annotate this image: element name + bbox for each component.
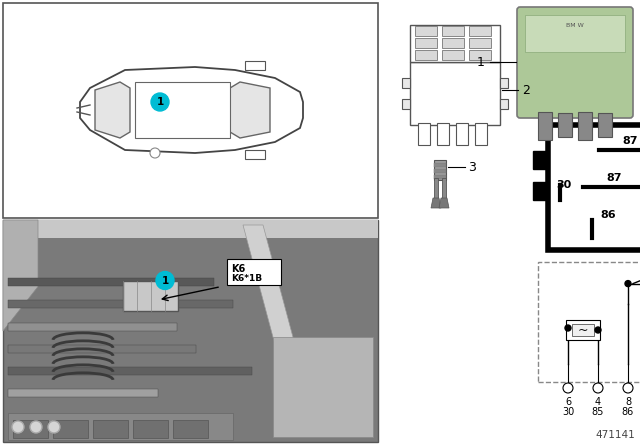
Polygon shape [230, 82, 270, 138]
Bar [500, 99, 508, 109]
Bar [548, 125, 640, 250]
Polygon shape [439, 198, 449, 208]
Bar [475, 123, 487, 145]
Bar [434, 178, 438, 198]
Text: 3: 3 [468, 160, 476, 173]
Text: 1: 1 [161, 276, 168, 285]
Text: 87: 87 [623, 135, 638, 146]
Bar [525, 15, 625, 52]
Bar [566, 320, 600, 340]
Text: 6: 6 [565, 397, 571, 407]
Bar [572, 324, 594, 336]
Polygon shape [243, 225, 313, 412]
Bar [133, 420, 168, 438]
Text: 30: 30 [562, 407, 574, 417]
Bar [578, 112, 592, 140]
Text: 30: 30 [556, 180, 572, 190]
Bar [469, 50, 491, 60]
Bar [3, 3, 378, 218]
Circle shape [625, 280, 631, 287]
Bar [93, 420, 128, 438]
Bar [402, 99, 410, 109]
Bar [418, 123, 430, 145]
Text: 86: 86 [622, 407, 634, 417]
FancyBboxPatch shape [517, 7, 633, 118]
Text: BM W: BM W [566, 23, 584, 28]
Bar [500, 78, 508, 88]
Bar [442, 26, 464, 36]
Bar [442, 50, 464, 60]
Bar [442, 38, 464, 48]
Circle shape [12, 421, 24, 433]
FancyBboxPatch shape [227, 259, 281, 285]
Bar [402, 78, 410, 88]
Polygon shape [431, 198, 441, 208]
Bar [245, 150, 265, 159]
Polygon shape [135, 82, 230, 138]
Text: 471141: 471141 [595, 430, 635, 440]
Bar [434, 175, 446, 179]
Text: 1: 1 [477, 56, 485, 69]
Bar [410, 62, 500, 125]
Text: 87: 87 [607, 173, 622, 183]
Bar [3, 220, 378, 238]
Bar [533, 151, 548, 169]
Circle shape [593, 383, 603, 393]
Bar [415, 26, 437, 36]
Circle shape [595, 327, 601, 333]
Text: 85: 85 [592, 407, 604, 417]
Text: K6: K6 [231, 264, 245, 274]
Text: ~: ~ [578, 323, 588, 336]
Bar [8, 414, 233, 440]
Text: 8: 8 [625, 397, 631, 407]
Circle shape [48, 421, 60, 433]
Bar [598, 113, 612, 137]
Bar [469, 38, 491, 48]
Bar [434, 169, 446, 173]
Circle shape [623, 383, 633, 393]
Circle shape [563, 383, 573, 393]
Bar [538, 262, 640, 382]
Bar [8, 367, 252, 375]
Circle shape [30, 421, 42, 433]
Bar [13, 420, 48, 438]
Polygon shape [3, 220, 38, 331]
Bar [273, 337, 373, 437]
Bar [538, 112, 552, 140]
Text: 86: 86 [600, 210, 616, 220]
Bar [8, 300, 233, 308]
Bar [442, 178, 446, 198]
Bar [123, 281, 178, 311]
Circle shape [150, 148, 160, 158]
Bar [8, 345, 195, 353]
Bar [434, 160, 446, 180]
Bar [8, 278, 214, 286]
Bar [415, 38, 437, 48]
Text: 2: 2 [522, 83, 530, 96]
Bar [469, 26, 491, 36]
Bar [434, 163, 446, 167]
Circle shape [156, 271, 174, 289]
Bar [533, 182, 548, 200]
Bar [558, 113, 572, 137]
Circle shape [565, 325, 571, 331]
Bar [410, 25, 500, 62]
Text: 4: 4 [595, 397, 601, 407]
Bar [245, 61, 265, 70]
Text: 1: 1 [156, 97, 164, 107]
Polygon shape [80, 67, 303, 153]
Bar [437, 123, 449, 145]
Bar [173, 420, 208, 438]
Text: K6*1B: K6*1B [231, 274, 262, 283]
Bar [8, 389, 158, 397]
Circle shape [151, 93, 169, 111]
Polygon shape [95, 82, 130, 138]
Bar [8, 323, 177, 331]
Bar [415, 50, 437, 60]
Bar [456, 123, 468, 145]
Bar [53, 420, 88, 438]
Bar [3, 220, 378, 442]
